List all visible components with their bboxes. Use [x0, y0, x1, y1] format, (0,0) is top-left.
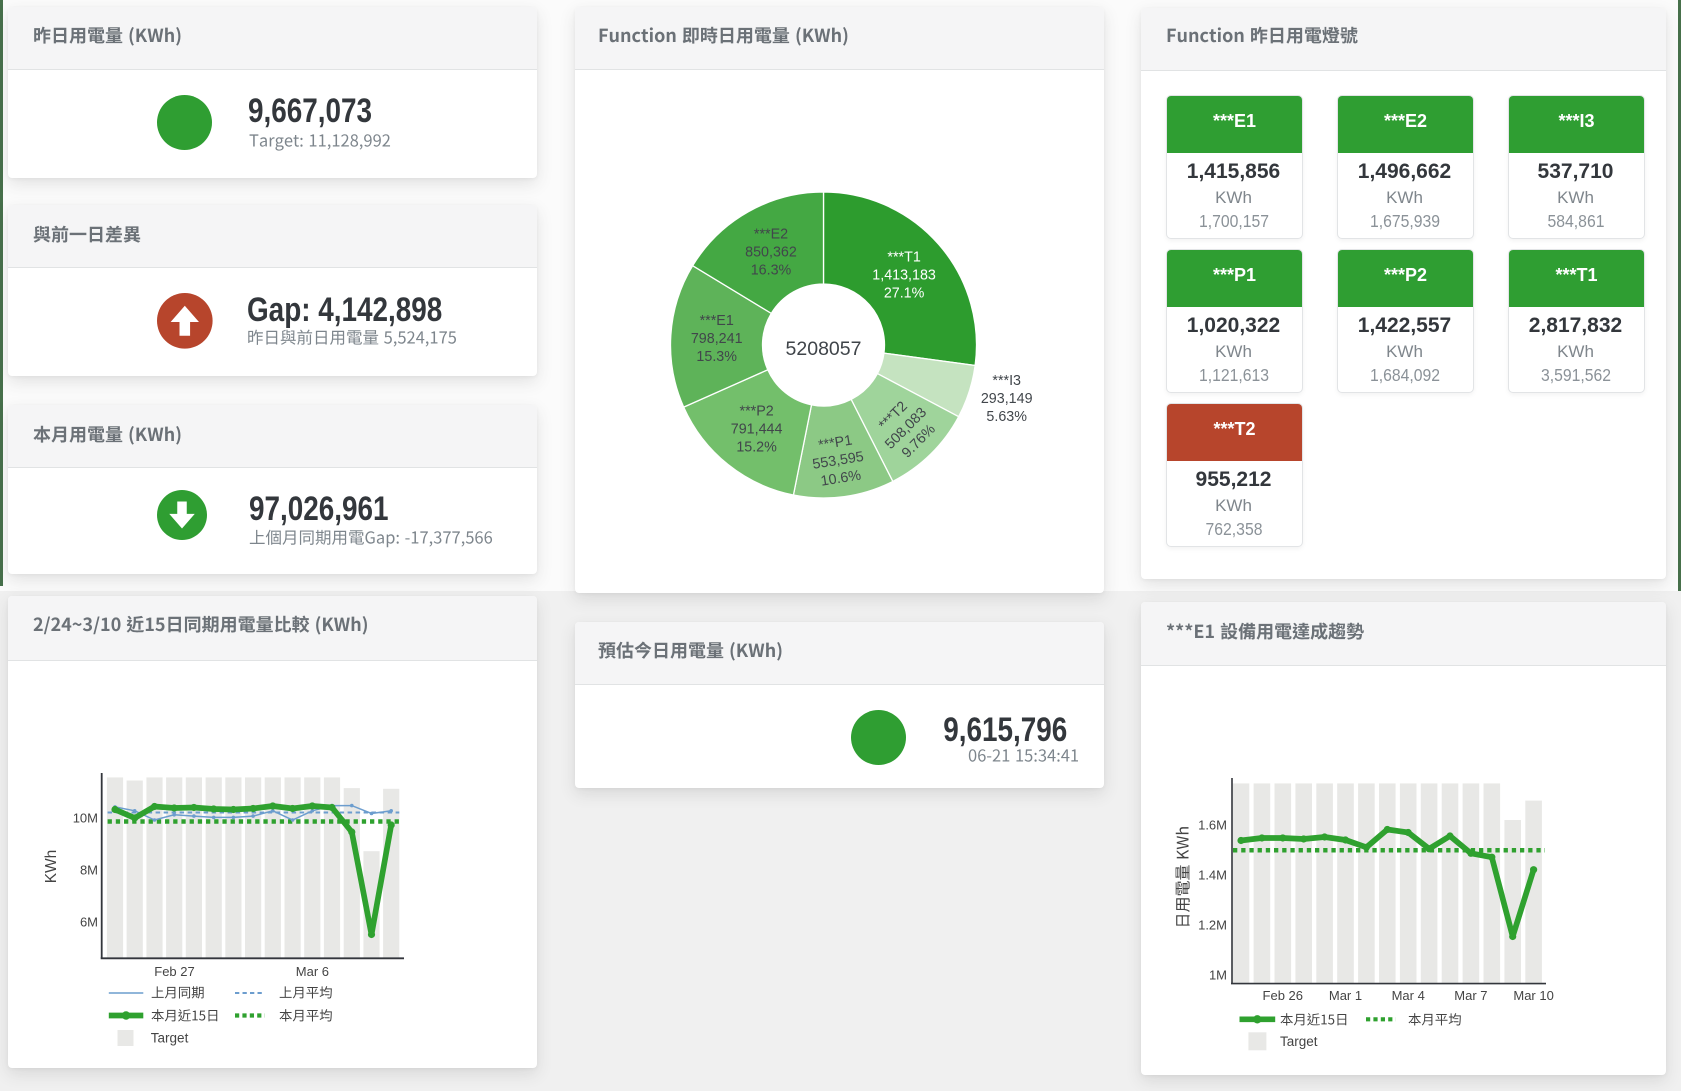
svg-text:5208057: 5208057 [786, 338, 862, 360]
svg-text:1,413,183: 1,413,183 [872, 268, 936, 284]
svg-text:850,362: 850,362 [745, 245, 797, 261]
svg-text:Mar 1: Mar 1 [1329, 988, 1362, 1003]
svg-text:Mar 6: Mar 6 [296, 964, 329, 979]
svg-text:Mar 10: Mar 10 [1513, 988, 1553, 1003]
svg-text:1.2M: 1.2M [1198, 918, 1227, 933]
svg-text:798,241: 798,241 [691, 331, 743, 347]
svg-text:8M: 8M [80, 863, 98, 878]
svg-text:15.2%: 15.2% [736, 439, 777, 455]
svg-text:1M: 1M [1209, 968, 1227, 983]
svg-text:15.3%: 15.3% [696, 349, 737, 365]
svg-text:10.6%: 10.6% [820, 468, 863, 490]
svg-text:5.63%: 5.63% [986, 409, 1027, 425]
svg-text:553,595: 553,595 [811, 449, 865, 473]
svg-text:791,444: 791,444 [731, 421, 783, 437]
svg-text:10M: 10M [73, 811, 98, 826]
svg-text:***P1: ***P1 [817, 433, 853, 454]
svg-text:6M: 6M [80, 914, 98, 929]
svg-text:293,149: 293,149 [981, 391, 1033, 407]
svg-text:***I3: ***I3 [992, 373, 1021, 389]
svg-text:Mar 7: Mar 7 [1454, 988, 1487, 1003]
svg-text:Feb 27: Feb 27 [154, 964, 194, 979]
svg-text:Mar 4: Mar 4 [1392, 988, 1425, 1003]
svg-text:1.6M: 1.6M [1198, 818, 1227, 833]
svg-text:KWh: KWh [43, 850, 60, 884]
svg-text:Target: Target [1280, 1034, 1318, 1049]
svg-text:1.4M: 1.4M [1198, 868, 1227, 883]
svg-text:***E2: ***E2 [754, 227, 788, 243]
svg-text:Target: Target [151, 1031, 189, 1046]
svg-text:16.3%: 16.3% [751, 263, 792, 279]
svg-text:***P2: ***P2 [740, 403, 774, 419]
svg-text:***T1: ***T1 [887, 250, 920, 266]
svg-text:Feb 26: Feb 26 [1263, 988, 1303, 1003]
svg-text:***E1: ***E1 [700, 313, 734, 329]
svg-text:27.1%: 27.1% [884, 286, 925, 302]
